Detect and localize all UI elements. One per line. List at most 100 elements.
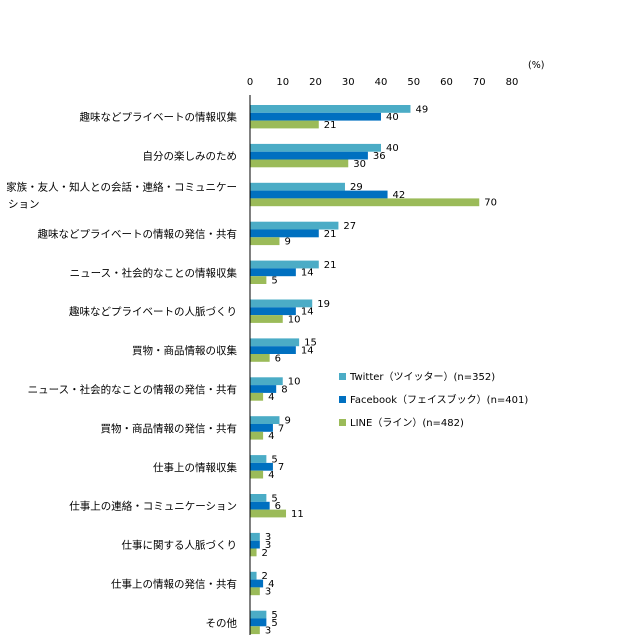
bar-twitter (250, 221, 339, 230)
bar-facebook (250, 307, 296, 316)
data-label: 21 (324, 120, 337, 131)
bar-line (250, 237, 280, 246)
bar-twitter (250, 260, 319, 269)
x-tick-label: 40 (375, 77, 388, 88)
bar-facebook (250, 424, 273, 432)
data-label: 3 (265, 540, 271, 551)
data-label: 3 (265, 587, 271, 598)
bar-twitter (250, 105, 411, 113)
bar-line (250, 354, 270, 362)
data-label: 30 (353, 159, 366, 170)
data-label: 3 (265, 626, 271, 635)
data-label: 4 (268, 392, 274, 403)
bar-line (250, 431, 264, 440)
bar-facebook (250, 151, 368, 160)
data-label: 21 (324, 229, 337, 240)
bar-twitter (250, 416, 280, 424)
bar-twitter (250, 338, 300, 347)
x-tick-label: 10 (276, 77, 289, 88)
bars-group: 4940292721191510955325403642211414148776… (250, 104, 497, 635)
data-label: 19 (317, 299, 330, 310)
bar-line (250, 198, 480, 207)
bar-twitter (250, 455, 267, 463)
bar-facebook (250, 190, 388, 199)
bar-line (250, 470, 264, 479)
x-tick-label: 60 (440, 77, 453, 88)
bar-facebook (250, 579, 264, 588)
data-label: 7 (278, 423, 284, 434)
bar-line (250, 587, 260, 596)
data-label: 11 (291, 509, 304, 520)
category-label: 仕事上の情報収集 (153, 461, 237, 474)
legend-swatch (339, 373, 346, 380)
category-label-line: ション (8, 199, 40, 211)
x-tick-label: 50 (407, 77, 420, 88)
data-label: 5 (271, 276, 277, 287)
data-label: 2 (262, 571, 268, 582)
legend: Twitter（ツイッター）(n=352) Facebook（フェイスブック）(n… (339, 371, 528, 429)
category-label: 趣味などプライベートの情報収集 (80, 111, 238, 124)
data-label: 4 (268, 470, 274, 481)
bar-twitter (250, 610, 267, 619)
category-label: ニュース・社会的なことの情報の発信・共有 (28, 383, 237, 396)
bar-facebook (250, 618, 267, 627)
bar-twitter (250, 571, 257, 580)
bar-twitter (250, 377, 283, 386)
category-label: 仕事上の情報の発信・共有 (111, 578, 237, 591)
data-label: 29 (350, 182, 363, 193)
x-axis-ticks: 0 10 20 30 40 50 60 70 80 (247, 77, 519, 88)
data-label: 7 (278, 462, 284, 473)
legend-label: Twitter（ツイッター）(n=352) (349, 371, 495, 383)
data-label: 9 (284, 416, 290, 427)
category-label: 買物・商品情報の発信・共有 (101, 422, 238, 435)
category-label: 趣味などプライベートの人脈づくり (69, 305, 237, 318)
data-label: 70 (484, 198, 497, 209)
data-label: 6 (275, 353, 281, 364)
data-label: 49 (415, 104, 428, 115)
data-label: 10 (288, 314, 301, 325)
category-label: 趣味などプライベートの情報の発信・共有 (38, 227, 238, 240)
bar-facebook (250, 501, 270, 510)
category-label: ニュース・社会的なことの情報収集 (70, 266, 238, 279)
data-label: 14 (301, 346, 314, 357)
data-label: 6 (275, 501, 281, 512)
legend-label: Facebook（フェイスブック）(n=401) (350, 393, 528, 406)
bar-facebook (250, 112, 381, 121)
bar-facebook (250, 268, 296, 277)
data-label: 42 (393, 190, 406, 201)
bar-facebook (250, 229, 319, 238)
data-label: 21 (324, 260, 337, 271)
data-label: 3 (265, 532, 271, 543)
bar-facebook (250, 385, 277, 393)
data-label: 5 (271, 618, 277, 629)
x-tick-label: 70 (473, 77, 486, 88)
category-label: 買物・商品情報の収集 (132, 344, 237, 357)
x-tick-label: 20 (309, 77, 322, 88)
bar-line (250, 392, 264, 401)
bar-line (250, 120, 319, 129)
data-label: 4 (268, 579, 274, 590)
bar-line (250, 509, 287, 518)
bar-line (250, 315, 283, 323)
legend-label: LINE（ライン）(n=482) (350, 417, 464, 429)
data-label: 40 (386, 143, 399, 154)
bar-twitter (250, 494, 267, 502)
bar-facebook (250, 346, 296, 354)
bar-line (250, 276, 267, 284)
data-label: 2 (262, 548, 268, 559)
data-label: 8 (281, 384, 287, 395)
category-label: 仕事上の連絡・コミュニケーション (69, 500, 237, 513)
legend-swatch (339, 419, 346, 426)
data-label: 4 (268, 431, 274, 442)
data-label: 15 (304, 338, 317, 349)
category-labels: 趣味などプライベートの情報収集自分の楽しみのため家族・友人・知人との会話・連絡・… (6, 111, 237, 630)
data-label: 10 (288, 377, 301, 388)
bar-twitter (250, 143, 381, 152)
x-tick-label: 0 (247, 77, 253, 88)
x-tick-label: 80 (506, 77, 519, 88)
bar-line (250, 159, 349, 168)
category-label: その他 (206, 616, 238, 629)
data-label: 14 (301, 307, 314, 318)
bar-facebook (250, 540, 260, 549)
